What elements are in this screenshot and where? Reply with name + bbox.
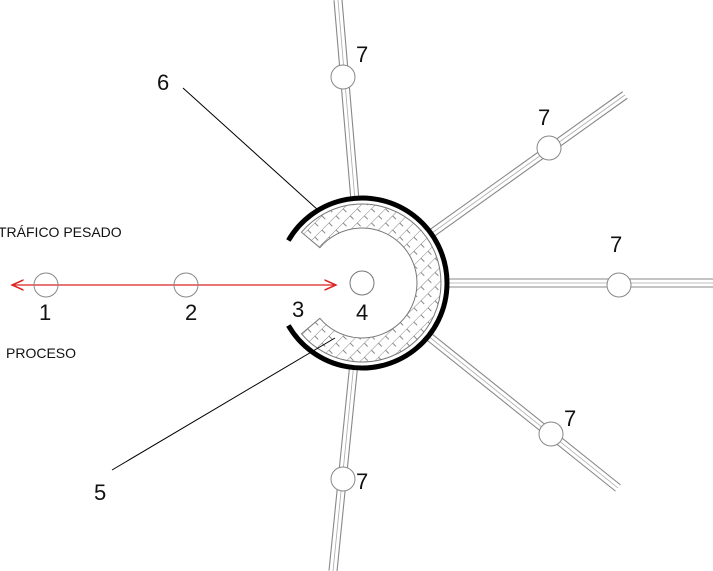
road-line	[341, 0, 360, 197]
road-line	[429, 337, 619, 489]
roads: 7 7 7 7 7	[328, 0, 713, 571]
road-line	[337, 0, 356, 197]
road-line	[430, 91, 623, 230]
node	[173, 272, 199, 298]
annotation: TRÁFICO PESADO	[0, 224, 122, 240]
road-node	[536, 135, 562, 161]
leader-line	[111, 337, 336, 471]
road-line	[432, 333, 621, 486]
center-node	[349, 270, 375, 296]
road-line	[432, 94, 626, 233]
road-node	[330, 64, 356, 90]
outer-ring	[286, 195, 450, 371]
road-label: 7	[538, 105, 550, 130]
road-line	[333, 0, 352, 197]
road-label: 7	[356, 469, 368, 494]
marker-label: 3	[292, 297, 304, 322]
hatched-ring	[300, 203, 442, 363]
annotation: PROCESO	[6, 345, 76, 361]
marker-label: 6	[157, 70, 169, 95]
node	[33, 272, 59, 298]
marker-label: 1	[39, 300, 51, 325]
road-node	[538, 421, 564, 447]
marker-label: 2	[185, 300, 197, 325]
road-node	[330, 466, 356, 492]
road-line	[427, 340, 616, 492]
marker-label: 4	[356, 300, 368, 325]
road-label: 7	[610, 232, 622, 257]
marker-label: 5	[94, 480, 106, 505]
road-node	[606, 272, 632, 298]
road-label: 7	[564, 406, 576, 431]
road-label: 7	[356, 42, 368, 67]
leader-line	[182, 87, 319, 211]
road-line	[434, 97, 628, 237]
